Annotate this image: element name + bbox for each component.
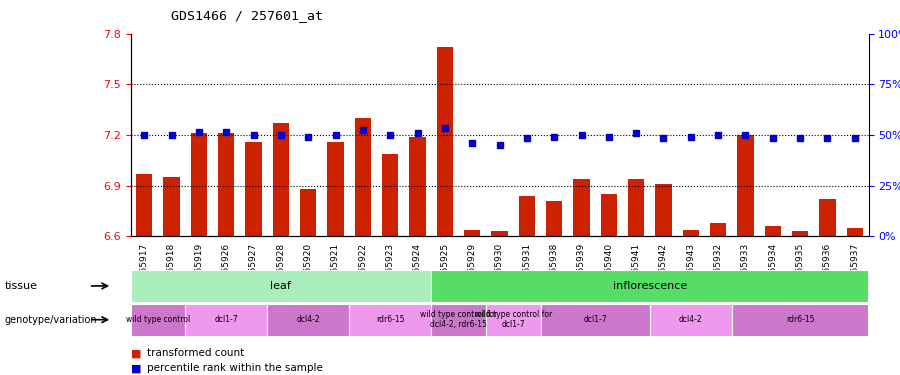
Text: rdr6-15: rdr6-15: [786, 315, 815, 324]
Bar: [573, 179, 590, 236]
Text: dcl4-2: dcl4-2: [296, 315, 320, 324]
Text: wild type control: wild type control: [126, 315, 190, 324]
Text: tissue: tissue: [4, 281, 38, 291]
Text: wild type control for
dcl1-7: wild type control for dcl1-7: [474, 310, 552, 329]
Text: genotype/variation: genotype/variation: [4, 315, 97, 325]
Bar: [792, 231, 808, 236]
Bar: [273, 123, 289, 236]
Bar: [628, 179, 644, 236]
Bar: [546, 201, 562, 236]
Text: ■: ■: [130, 348, 141, 358]
Bar: [382, 154, 399, 236]
Text: dcl1-7: dcl1-7: [583, 315, 607, 324]
Bar: [491, 231, 508, 236]
Bar: [436, 47, 453, 236]
Bar: [819, 199, 836, 236]
Bar: [600, 194, 617, 236]
Bar: [655, 184, 671, 236]
Text: rdr6-15: rdr6-15: [376, 315, 404, 324]
Bar: [682, 230, 699, 236]
Bar: [136, 174, 152, 236]
Bar: [328, 142, 344, 236]
Bar: [300, 189, 317, 236]
Bar: [737, 135, 753, 236]
Text: ■: ■: [130, 363, 141, 373]
Bar: [847, 228, 863, 236]
Text: percentile rank within the sample: percentile rank within the sample: [147, 363, 322, 373]
Text: leaf: leaf: [270, 281, 292, 291]
Bar: [246, 142, 262, 236]
Text: dcl1-7: dcl1-7: [214, 315, 238, 324]
Text: GDS1466 / 257601_at: GDS1466 / 257601_at: [171, 9, 323, 22]
Bar: [518, 196, 535, 236]
Bar: [710, 223, 726, 236]
Text: transformed count: transformed count: [147, 348, 244, 358]
Text: inflorescence: inflorescence: [613, 281, 687, 291]
Text: dcl4-2: dcl4-2: [679, 315, 703, 324]
Bar: [191, 133, 207, 236]
Bar: [464, 230, 481, 236]
Bar: [410, 136, 426, 236]
Bar: [218, 133, 234, 236]
Text: wild type control for
dcl4-2, rdr6-15: wild type control for dcl4-2, rdr6-15: [420, 310, 497, 329]
Bar: [765, 226, 781, 236]
Bar: [163, 177, 180, 236]
Bar: [355, 118, 371, 236]
